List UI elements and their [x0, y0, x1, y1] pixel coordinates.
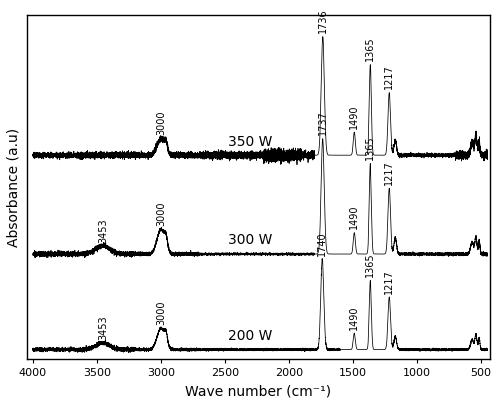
- Text: 1736: 1736: [318, 9, 328, 33]
- Text: 300 W: 300 W: [228, 233, 273, 247]
- Text: 3453: 3453: [98, 218, 108, 243]
- Text: 3000: 3000: [156, 202, 166, 226]
- Text: 3453: 3453: [98, 315, 108, 340]
- Text: 3000: 3000: [156, 111, 166, 135]
- X-axis label: Wave number (cm⁻¹): Wave number (cm⁻¹): [185, 384, 332, 398]
- Text: 200 W: 200 W: [228, 329, 273, 343]
- Text: 1365: 1365: [366, 136, 376, 160]
- Text: 1365: 1365: [366, 37, 376, 61]
- Text: 1740: 1740: [318, 231, 328, 256]
- Text: 1490: 1490: [350, 104, 360, 129]
- Text: 1217: 1217: [384, 64, 394, 89]
- Text: 1737: 1737: [318, 111, 328, 135]
- Text: 3000: 3000: [156, 301, 166, 325]
- Text: 350 W: 350 W: [228, 134, 273, 149]
- Text: 1217: 1217: [384, 160, 394, 185]
- Text: 1490: 1490: [350, 305, 360, 330]
- Text: 1217: 1217: [384, 269, 394, 294]
- Text: 1490: 1490: [350, 205, 360, 229]
- Y-axis label: Absorbance (a.u): Absorbance (a.u): [7, 128, 21, 247]
- Text: 1365: 1365: [366, 252, 376, 277]
